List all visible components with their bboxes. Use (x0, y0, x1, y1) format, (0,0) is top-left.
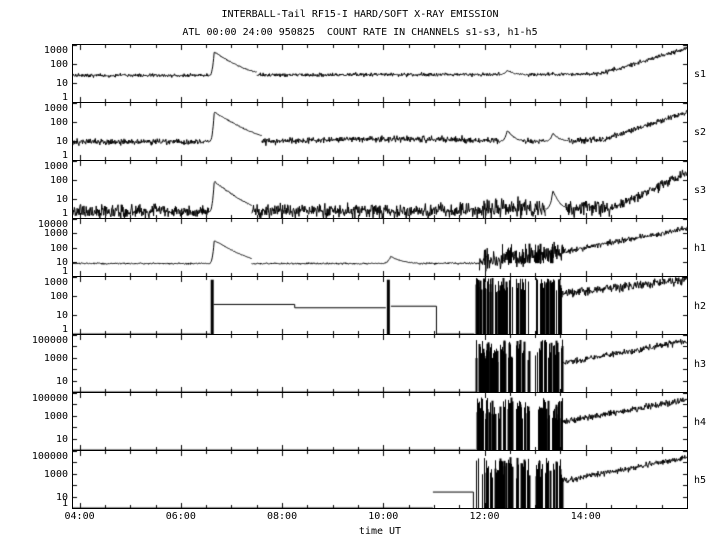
panel-s2 (72, 102, 688, 161)
y-tick-label-s1: 100 (49, 59, 68, 70)
y-tick-label-s3: 10 (55, 194, 68, 205)
y-tick-label-h1: 100 (49, 242, 68, 254)
channel-label-s3: s3 (694, 184, 707, 196)
channel-label-h1: h1 (694, 242, 707, 254)
channel-label-h4: h4 (694, 416, 707, 428)
trace-canvas-s1 (73, 45, 687, 102)
chart-title: INTERBALL-Tail RF15-I HARD/SOFT X-RAY EM… (221, 9, 499, 20)
y-tick-label-s3: 1 (61, 208, 68, 219)
y-tick-label-h4: 10 (55, 433, 68, 445)
y-tick-label-h5: 10 (55, 491, 68, 503)
y-tick-label-h2: 1000 (43, 277, 68, 288)
y-tick-label-h5: 1000 (43, 468, 68, 480)
y-tick-label-h3: 10 (55, 375, 68, 387)
y-tick-label-h2: 10 (55, 310, 68, 321)
panel-h1 (72, 218, 688, 277)
panel-h5 (72, 450, 688, 509)
y-tick-label-h1: 1 (61, 266, 68, 277)
panel-h3 (72, 334, 688, 393)
panel-s3 (72, 160, 688, 219)
panel-h4 (72, 392, 688, 451)
trace-canvas-h4 (73, 393, 687, 450)
y-tick-label-s2: 1 (61, 150, 68, 161)
y-tick-label-s2: 1000 (43, 103, 68, 114)
y-tick-label-h3: 1000 (43, 352, 68, 364)
y-tick-label-h5: 100000 (31, 451, 68, 462)
channel-label-s2: s2 (694, 126, 707, 138)
trace-canvas-s3 (73, 161, 687, 218)
trace-canvas-h5 (73, 451, 687, 508)
y-tick-label-h2: 1 (61, 324, 68, 335)
panel-h2 (72, 276, 688, 335)
x-tick-label: 12:00 (469, 511, 500, 522)
y-tick-label-s1: 10 (55, 78, 68, 89)
trace-canvas-h2 (73, 277, 687, 334)
x-axis-title: time UT (358, 526, 402, 537)
trace-canvas-h1 (73, 219, 687, 276)
y-tick-label-h3: 100000 (31, 335, 68, 346)
y-tick-label-h4: 100000 (31, 393, 68, 404)
trace-canvas-h3 (73, 335, 687, 392)
y-tick-label-s2: 10 (55, 136, 68, 147)
y-tick-label-h4: 1000 (43, 410, 68, 422)
x-tick-label: 14:00 (570, 511, 601, 522)
plot-area (72, 44, 688, 509)
y-tick-label-s1: 1 (61, 92, 68, 103)
x-tick-label: 04:00 (64, 511, 95, 522)
channel-label-h5: h5 (694, 474, 707, 486)
y-tick-label-h1: 10 (55, 256, 68, 268)
y-tick-label-s2: 100 (49, 117, 68, 128)
channel-label-s1: s1 (694, 68, 707, 80)
y-tick-label-h1: 1000 (43, 228, 68, 240)
channel-label-h3: h3 (694, 358, 707, 370)
y-tick-label-h5: 1 (61, 498, 68, 509)
y-tick-label-s3: 100 (49, 175, 68, 186)
x-tick-label: 06:00 (165, 511, 196, 522)
y-tick-label-h2: 100 (49, 291, 68, 302)
x-tick-label: 10:00 (368, 511, 399, 522)
chart-subtitle: ATL 00:00 24:00 950825 COUNT RATE IN CHA… (182, 27, 538, 38)
y-tick-label-s1: 1000 (43, 45, 68, 56)
y-tick-label-h1: 10000 (37, 219, 68, 230)
trace-canvas-s2 (73, 103, 687, 160)
x-tick-label: 08:00 (266, 511, 298, 522)
channel-label-h2: h2 (694, 300, 707, 312)
y-tick-label-s3: 1000 (43, 161, 68, 172)
panel-s1 (72, 44, 688, 103)
